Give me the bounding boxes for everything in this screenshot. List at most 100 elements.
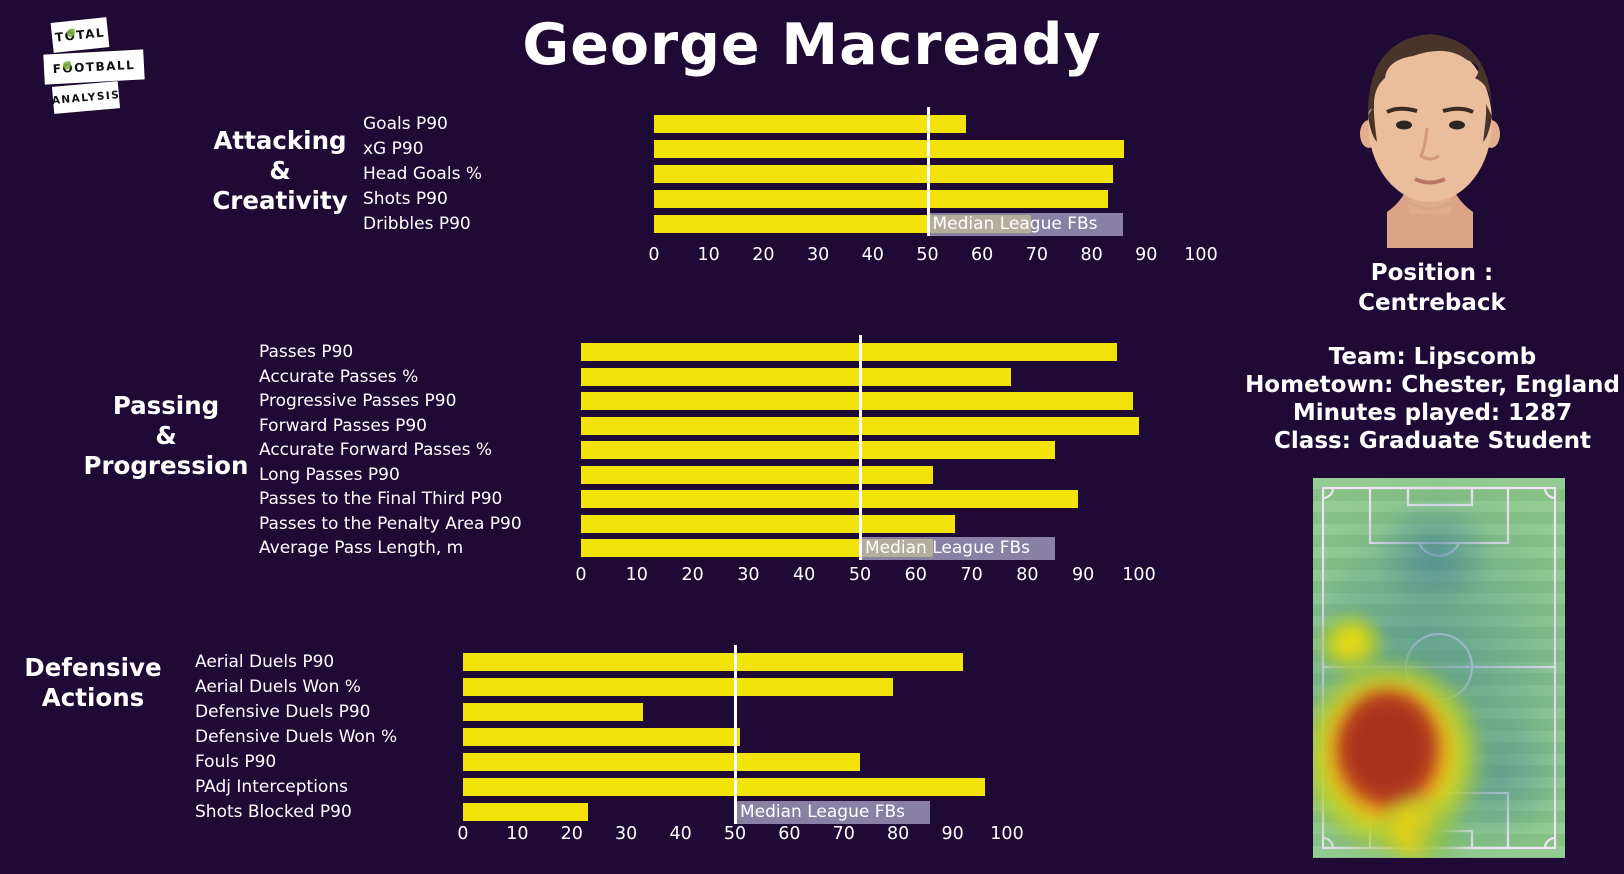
heat-tail-green xyxy=(1405,808,1475,858)
x-tick-100: 100 xyxy=(990,824,1024,844)
category-label: xG P90 xyxy=(363,139,424,159)
x-tick-40: 40 xyxy=(669,824,692,844)
x-tick-0: 0 xyxy=(648,245,660,265)
section-title: Defensive Actions xyxy=(0,653,243,713)
player-minutes: Minutes played: 1287 xyxy=(1292,400,1573,426)
category-label: Head Goals % xyxy=(363,164,482,184)
player-team: Team: Lipscomb xyxy=(1328,344,1537,370)
x-tick-20: 20 xyxy=(560,824,583,844)
section-title-line: Actions xyxy=(41,683,145,712)
x-tick-60: 60 xyxy=(971,245,994,265)
median-line xyxy=(926,107,930,236)
category-label: Long Passes P90 xyxy=(259,464,400,485)
player-class: Class: Graduate Student xyxy=(1274,428,1591,454)
category-label: Progressive Passes P90 xyxy=(259,391,457,411)
x-tick-0: 0 xyxy=(575,565,587,585)
category-label: Forward Passes P90 xyxy=(259,415,427,436)
player-info-block: Team: Lipscomb Hometown: Chester, Englan… xyxy=(1205,343,1624,455)
x-tick-100: 100 xyxy=(1122,565,1156,585)
logo-line-analysis: Analysis xyxy=(51,81,121,114)
heat-layer xyxy=(1313,478,1565,858)
section-title-line: Progression xyxy=(83,451,249,480)
bar-defensive-duels-p90 xyxy=(463,703,643,721)
section-title-line: & xyxy=(269,156,291,185)
category-label: PAdj Interceptions xyxy=(195,777,348,797)
median-line xyxy=(734,645,737,824)
x-tick-60: 60 xyxy=(778,824,801,844)
section-title-line: Defensive xyxy=(24,653,162,682)
position-block: Position : Centreback xyxy=(1282,258,1582,318)
category-label: Defensive Duels Won % xyxy=(195,727,398,747)
bar-passes-p90 xyxy=(581,343,1117,361)
position-label: Position : xyxy=(1370,260,1494,286)
bar-head-goals- xyxy=(654,165,1114,183)
category-label: Passes to the Penalty Area P90 xyxy=(259,513,522,534)
x-tick-100: 100 xyxy=(1184,245,1218,265)
x-tick-50: 50 xyxy=(848,565,872,585)
bar-goals-p90 xyxy=(654,115,966,133)
x-tick-30: 30 xyxy=(806,245,830,265)
median-legend-label: Median League FBs xyxy=(929,213,1123,236)
median-legend-label: Median League FBs xyxy=(862,537,1055,560)
x-tick-70: 70 xyxy=(1025,245,1049,265)
page-title: George Macready xyxy=(522,12,1102,78)
x-tick-80: 80 xyxy=(887,824,910,844)
section-title-line: Creativity xyxy=(212,186,348,215)
x-tick-30: 30 xyxy=(737,565,760,585)
category-label: Aerial Duels P90 xyxy=(195,652,335,672)
x-tick-60: 60 xyxy=(904,565,927,585)
category-label: Passes P90 xyxy=(259,342,354,362)
bar-shots-p90 xyxy=(654,190,1108,208)
player-photo xyxy=(1347,16,1513,248)
section-title-line: & xyxy=(155,421,177,450)
x-tick-90: 90 xyxy=(1072,565,1095,585)
x-tick-10: 10 xyxy=(697,245,720,265)
bar-padj-interceptions xyxy=(463,778,986,796)
bar-defensive-duels-won- xyxy=(463,728,741,746)
median-line xyxy=(859,335,862,560)
bar-fouls-p90 xyxy=(463,753,861,771)
heat-top-box xyxy=(1375,500,1495,610)
x-tick-50: 50 xyxy=(723,824,747,844)
x-tick-80: 80 xyxy=(1080,245,1103,265)
category-label: Shots Blocked P90 xyxy=(195,802,352,822)
x-tick-40: 40 xyxy=(861,245,884,265)
heat-main-core xyxy=(1335,688,1440,808)
section-title: Attacking & Creativity xyxy=(130,126,430,216)
x-tick-70: 70 xyxy=(832,824,855,844)
median-legend-label: Median League FBs xyxy=(737,801,930,824)
x-tick-30: 30 xyxy=(615,824,638,844)
category-label: Goals P90 xyxy=(363,114,448,134)
category-label: Shots P90 xyxy=(363,189,448,209)
category-label: Fouls P90 xyxy=(195,752,277,772)
category-label: Passes to the Final Third P90 xyxy=(259,489,503,509)
category-label: Defensive Duels P90 xyxy=(195,702,371,722)
x-tick-90: 90 xyxy=(1135,245,1158,265)
section-title-line: Passing xyxy=(112,391,220,420)
x-tick-20: 20 xyxy=(681,565,704,585)
bar-aerial-duels-won- xyxy=(463,678,893,696)
x-tick-0: 0 xyxy=(457,824,469,844)
bar-average-pass-length-m xyxy=(581,539,933,557)
section-title-line: Attacking xyxy=(213,126,347,155)
x-tick-80: 80 xyxy=(1016,565,1039,585)
category-label: Aerial Duels Won % xyxy=(195,677,361,697)
category-label: Average Pass Length, m xyxy=(259,538,464,558)
player-hometown: Hometown: Chester, England xyxy=(1245,372,1620,398)
x-tick-40: 40 xyxy=(793,565,816,585)
bar-accurate-forward-passes- xyxy=(581,441,1056,459)
bar-passes-to-the-final-third-p90 xyxy=(581,490,1078,508)
x-tick-10: 10 xyxy=(625,565,648,585)
bar-aerial-duels-p90 xyxy=(463,653,964,671)
x-tick-50: 50 xyxy=(916,245,939,265)
bar-passes-to-the-penalty-area-p90 xyxy=(581,514,955,533)
x-tick-70: 70 xyxy=(960,565,983,585)
player-portrait-graphic xyxy=(1360,34,1500,248)
section-title: Passing & Progression xyxy=(16,391,316,481)
category-label: Dribbles P90 xyxy=(363,214,471,234)
player-heatmap xyxy=(1313,478,1565,858)
bar-progressive-passes-p90 xyxy=(581,392,1134,410)
position-value: Centreback xyxy=(1358,290,1506,316)
category-label: Accurate Forward Passes % xyxy=(259,440,492,460)
